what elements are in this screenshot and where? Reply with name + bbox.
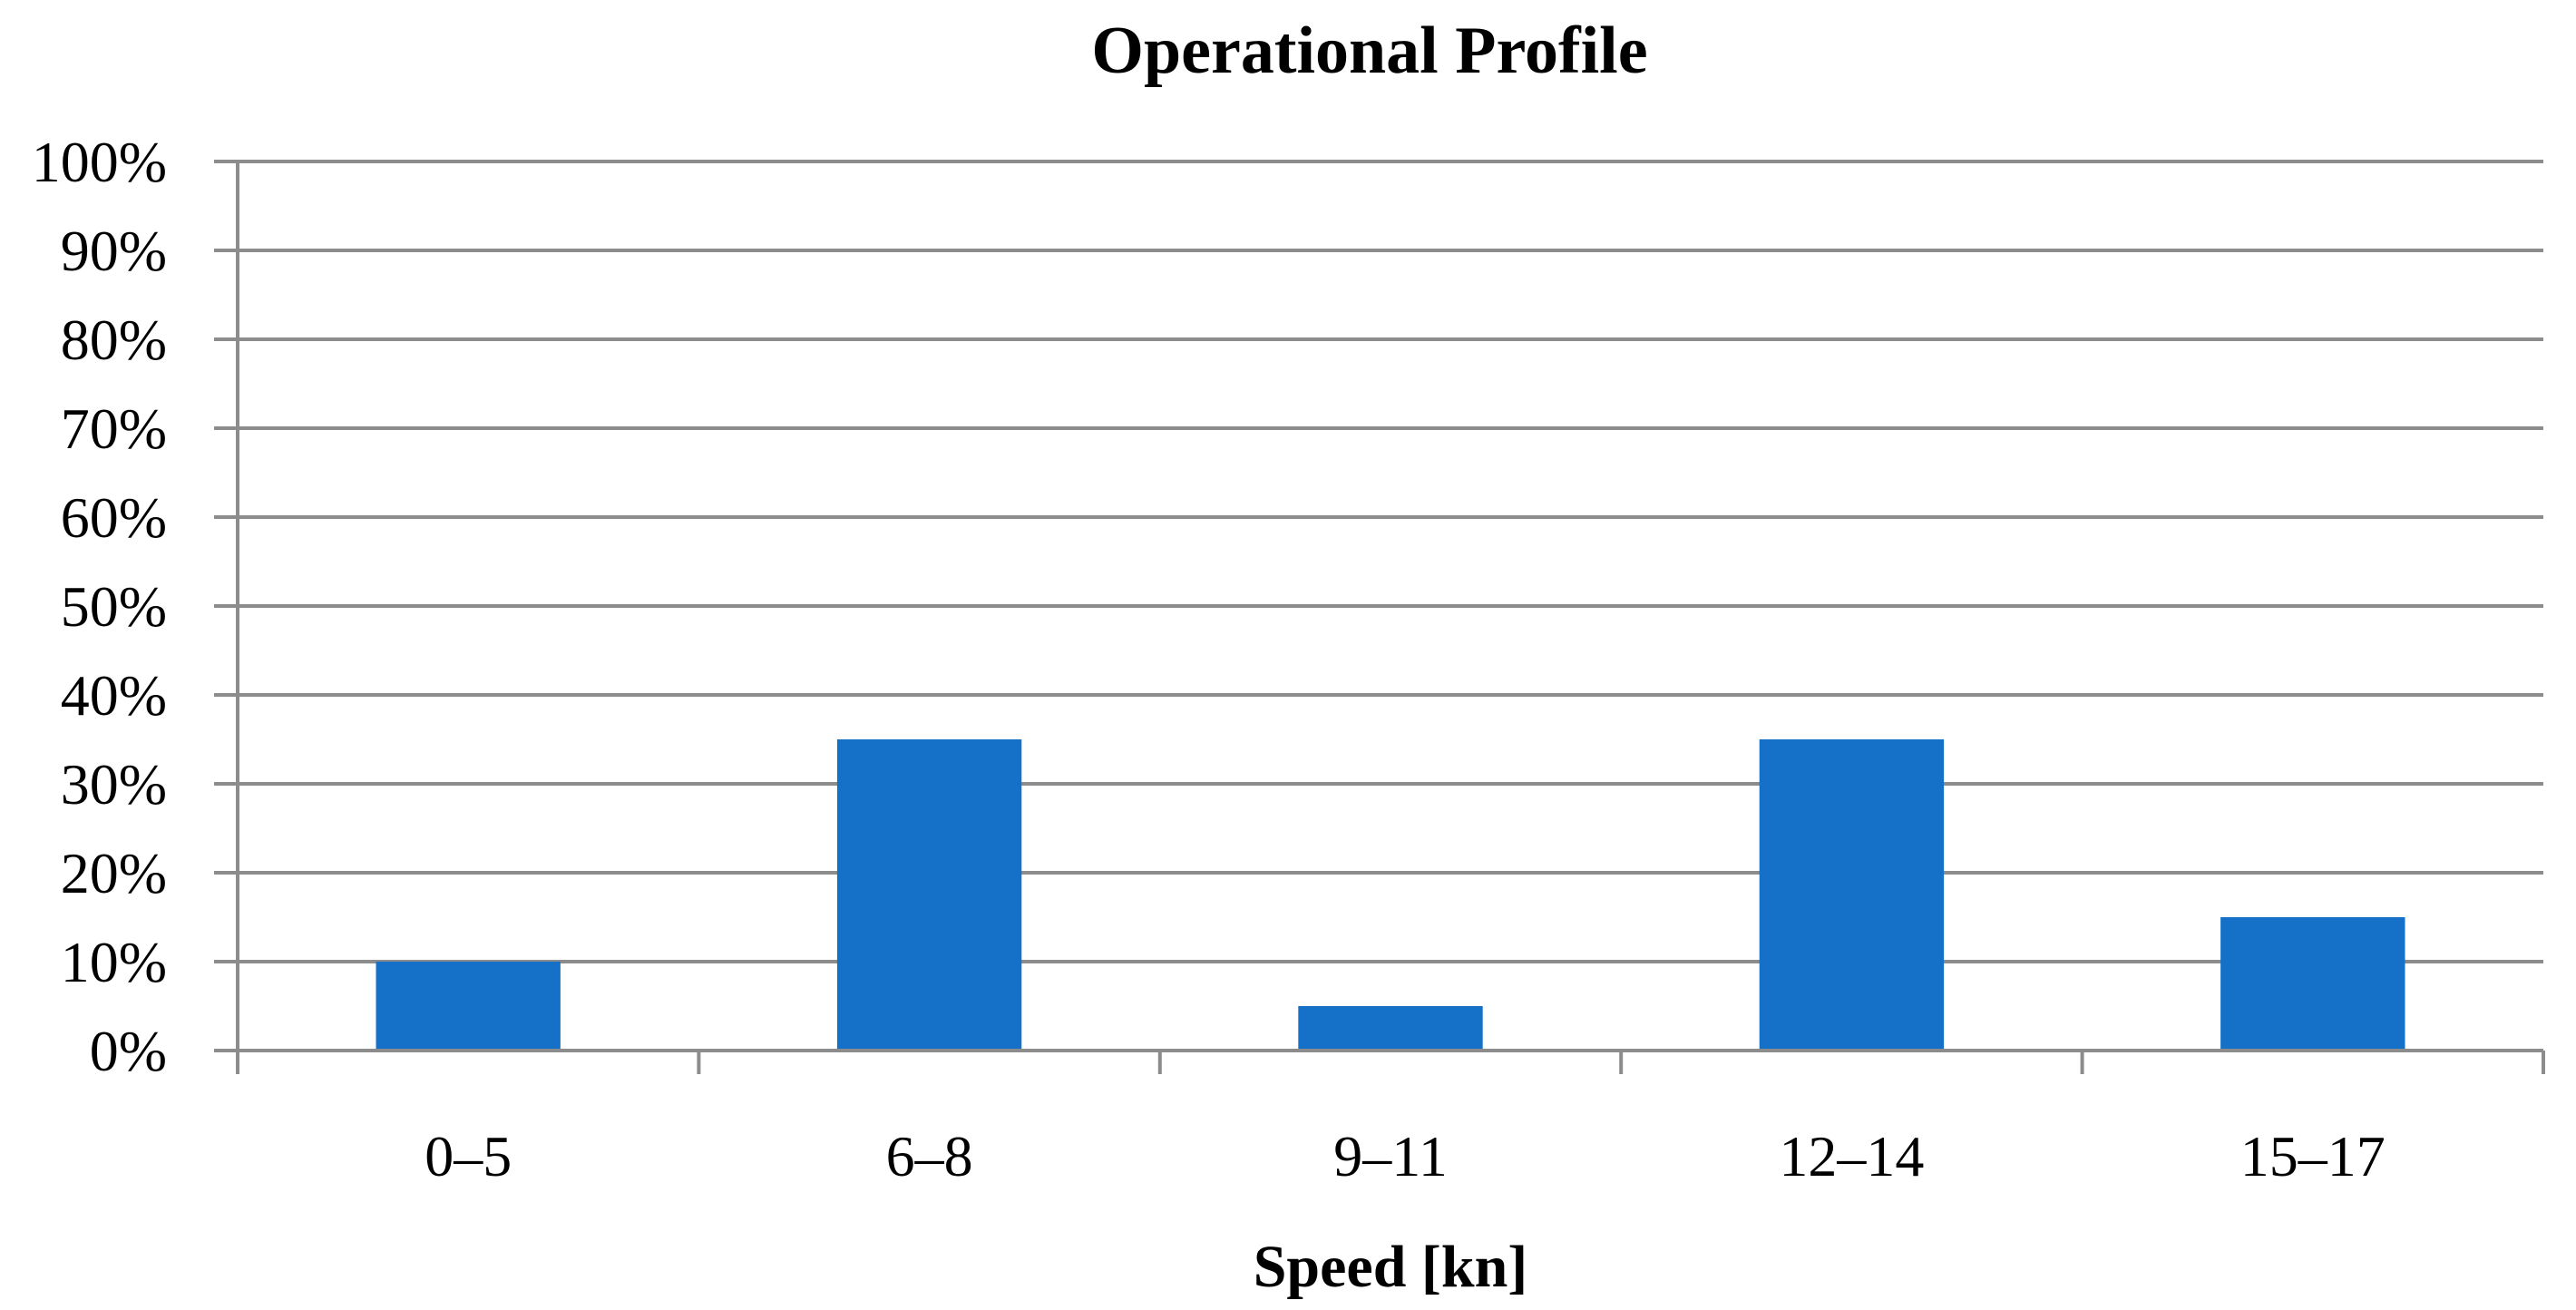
y-tick-label: 0% (90, 1019, 167, 1083)
x-axis-label: Speed [kn] (1254, 1234, 1528, 1300)
y-tick-label: 30% (61, 752, 167, 816)
y-tick-label: 70% (61, 396, 167, 461)
x-tick-labels: 0–5 6–8 9–11 12–14 15–17 (424, 1124, 2386, 1188)
chart-title: Operational Profile (1091, 14, 1647, 88)
y-tick-label: 10% (61, 930, 167, 994)
bar-12–14 (1759, 739, 1945, 1051)
axes (214, 160, 2545, 1074)
bar-6–8 (836, 739, 1022, 1051)
x-tick-label: 6–8 (886, 1124, 973, 1188)
y-tick-label: 20% (61, 841, 167, 905)
bar-0–5 (376, 962, 561, 1051)
bars (376, 739, 2405, 1051)
y-tick-label: 80% (61, 308, 167, 372)
y-tick-label: 50% (61, 574, 167, 639)
x-tick-label: 15–17 (2240, 1124, 2386, 1188)
x-tick-label: 0–5 (424, 1124, 512, 1188)
y-tick-label: 40% (61, 663, 167, 728)
x-tick-label: 12–14 (1779, 1124, 1924, 1188)
y-tick-labels: 0% 10% 20% 30% 40% 50% 60% 70% 80% 90% 100% (32, 130, 167, 1083)
y-tick-label: 60% (61, 485, 167, 550)
gridlines (214, 160, 2543, 963)
y-tick-label: 100% (32, 130, 167, 194)
x-tick-label: 9–11 (1333, 1124, 1448, 1188)
y-tick-label: 90% (61, 219, 167, 283)
bar-9–11 (1298, 1006, 1483, 1051)
bar-15–17 (2220, 917, 2405, 1051)
